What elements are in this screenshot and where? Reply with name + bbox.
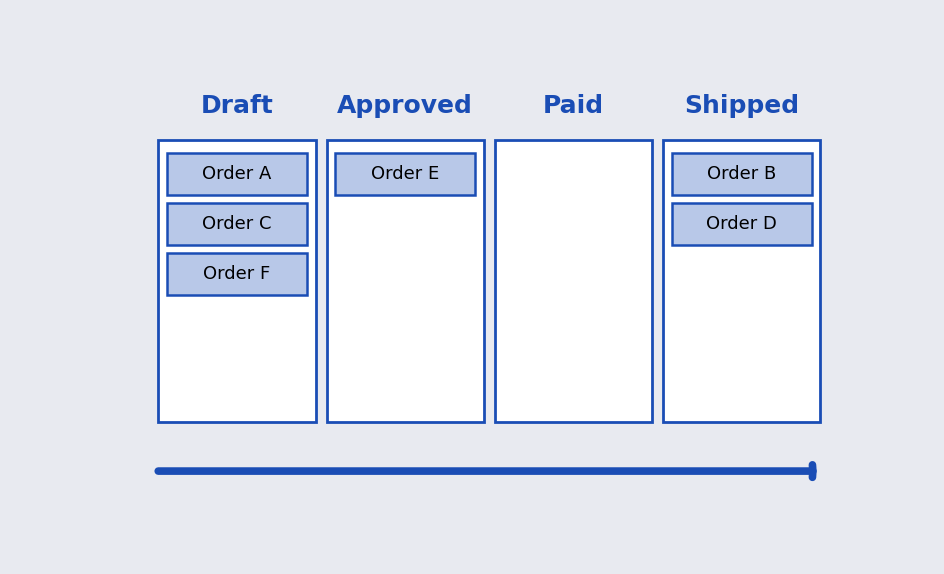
Bar bbox=[167, 153, 307, 195]
Text: Order A: Order A bbox=[202, 165, 272, 183]
Bar bbox=[167, 203, 307, 245]
Text: Order B: Order B bbox=[707, 165, 776, 183]
Bar bbox=[672, 203, 812, 245]
Text: Draft: Draft bbox=[200, 95, 274, 118]
Text: Order E: Order E bbox=[371, 165, 439, 183]
Text: Paid: Paid bbox=[543, 95, 604, 118]
Text: Shipped: Shipped bbox=[684, 95, 800, 118]
Bar bbox=[159, 139, 315, 422]
Text: Order D: Order D bbox=[706, 215, 777, 233]
Text: Order F: Order F bbox=[203, 265, 271, 283]
Bar bbox=[167, 253, 307, 294]
Bar bbox=[335, 153, 475, 195]
Text: Order C: Order C bbox=[202, 215, 272, 233]
Bar bbox=[672, 153, 812, 195]
Bar bbox=[495, 139, 652, 422]
Text: Approved: Approved bbox=[337, 95, 473, 118]
Bar bbox=[663, 139, 820, 422]
Bar bbox=[327, 139, 483, 422]
